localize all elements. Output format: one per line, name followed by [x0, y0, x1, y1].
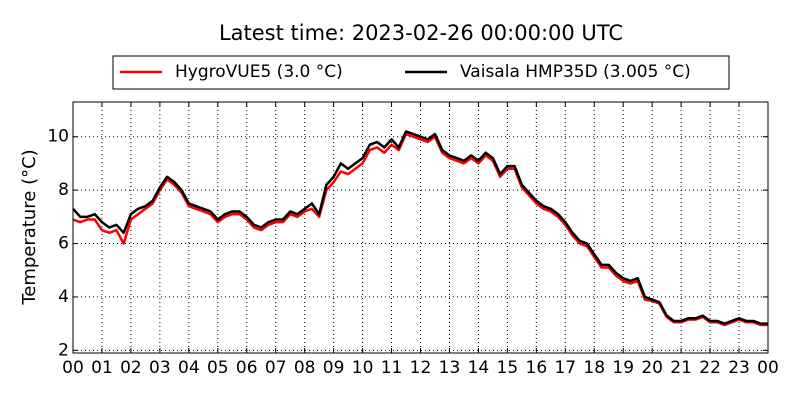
- x-tick-label: 07: [265, 358, 287, 378]
- x-tick-label: 01: [91, 358, 113, 378]
- x-tick-label: 03: [149, 358, 171, 378]
- y-tick-label: 8: [58, 180, 69, 200]
- x-tick-label: 11: [381, 358, 403, 378]
- x-tick-label: 00: [62, 358, 84, 378]
- y-tick-label: 4: [58, 287, 69, 307]
- x-tick-label: 20: [641, 358, 663, 378]
- x-tick-label: 14: [468, 358, 490, 378]
- y-tick-label: 6: [58, 234, 69, 254]
- x-tick-label: 15: [497, 358, 519, 378]
- x-tick-label: 19: [612, 358, 634, 378]
- x-tick-label: 13: [439, 358, 461, 378]
- x-tick-label: 06: [236, 358, 258, 378]
- x-tick-label: 22: [699, 358, 721, 378]
- plot-frame: [72, 101, 769, 354]
- x-tick-label: 16: [526, 358, 548, 378]
- data-line: [72, 130, 768, 325]
- y-tick-label: 2: [58, 340, 69, 360]
- x-tick-label: 09: [323, 358, 345, 378]
- x-tick-label: 05: [207, 358, 229, 378]
- y-axis-label: Temperature (°C): [19, 149, 40, 305]
- x-tick-label: 17: [554, 358, 576, 378]
- x-tick-label: 08: [294, 358, 316, 378]
- legend-label: Vaisala HMP35D (3.005 °C): [460, 62, 691, 82]
- x-tick-label: 04: [178, 358, 200, 378]
- x-tick-label: 02: [120, 358, 142, 378]
- chart-title: Latest time: 2023-02-26 00:00:00 UTC: [219, 21, 623, 45]
- x-tick-label: 18: [583, 358, 605, 378]
- x-tick-label: 10: [352, 358, 374, 378]
- x-tick-label: 00: [757, 358, 779, 378]
- x-tick-label: 12: [410, 358, 432, 378]
- x-tick-label: 23: [728, 358, 750, 378]
- y-tick-label: 10: [47, 127, 69, 147]
- legend-label: HygroVUE5 (3.0 °C): [175, 62, 343, 82]
- x-tick-label: 21: [670, 358, 692, 378]
